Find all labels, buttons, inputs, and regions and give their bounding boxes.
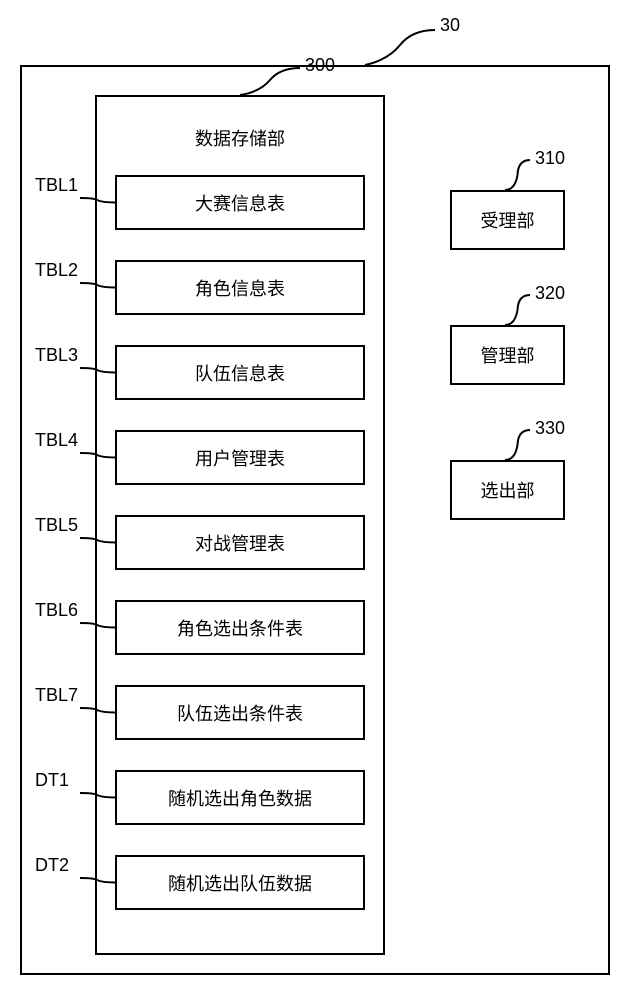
storage-item: 随机选出队伍数据 (115, 855, 365, 910)
storage-item: 队伍选出条件表 (115, 685, 365, 740)
storage-title: 数据存储部 (95, 125, 385, 151)
storage-item-tag: TBL7 (35, 685, 78, 706)
side-block: 受理部 (450, 190, 565, 250)
storage-item-tag: TBL6 (35, 600, 78, 621)
storage-item-tag: TBL3 (35, 345, 78, 366)
storage-item-tag: TBL4 (35, 430, 78, 451)
storage-item: 随机选出角色数据 (115, 770, 365, 825)
side-ref: 330 (535, 418, 565, 439)
storage-item-tag: TBL5 (35, 515, 78, 536)
side-ref: 310 (535, 148, 565, 169)
storage-item: 用户管理表 (115, 430, 365, 485)
side-block: 管理部 (450, 325, 565, 385)
storage-item-tag: DT2 (35, 855, 69, 876)
outer-ref: 30 (440, 15, 460, 36)
storage-item-tag: TBL1 (35, 175, 78, 196)
side-block: 选出部 (450, 460, 565, 520)
storage-ref: 300 (305, 55, 335, 76)
side-ref: 320 (535, 283, 565, 304)
storage-item-tag: TBL2 (35, 260, 78, 281)
storage-item: 大赛信息表 (115, 175, 365, 230)
storage-item-tag: DT1 (35, 770, 69, 791)
storage-item: 角色选出条件表 (115, 600, 365, 655)
storage-item: 队伍信息表 (115, 345, 365, 400)
storage-item: 角色信息表 (115, 260, 365, 315)
diagram-canvas: 30 数据存储部 300 大赛信息表 TBL1 角色信息表 TBL2 队伍信息表 TBL3… (0, 0, 630, 1000)
storage-item: 对战管理表 (115, 515, 365, 570)
